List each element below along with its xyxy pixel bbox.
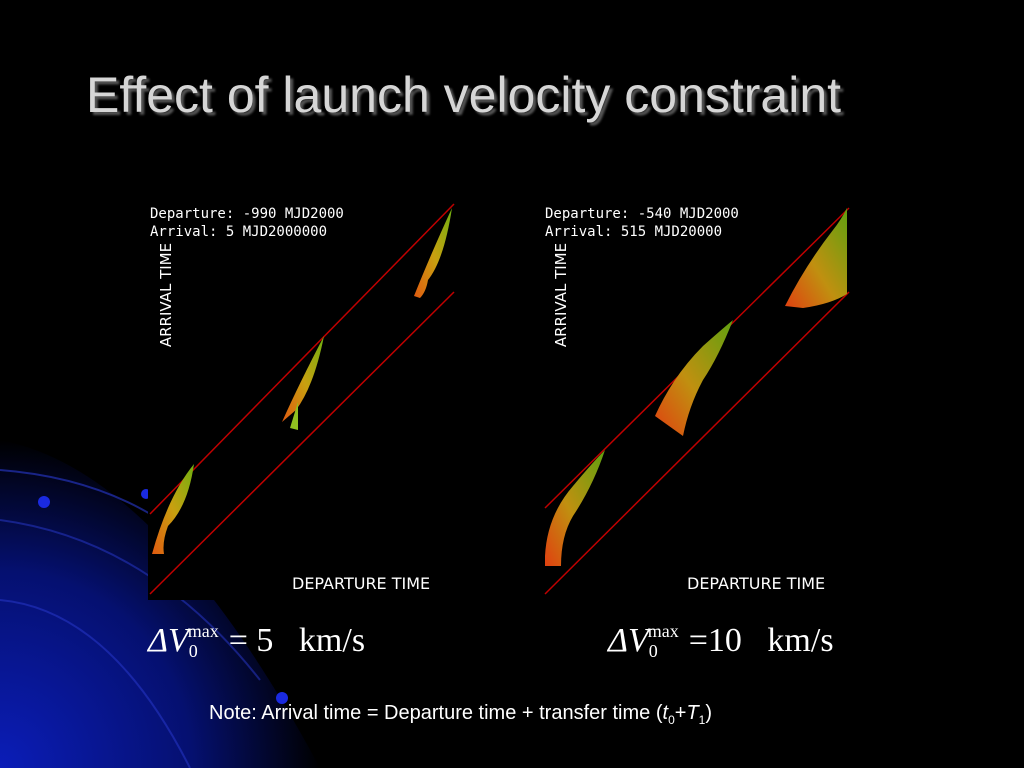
note-T: T xyxy=(686,702,699,724)
lower-bound-line xyxy=(544,291,850,595)
formula-right: ΔV0max =10 km/s xyxy=(608,621,834,662)
plot-graphic-left xyxy=(149,203,455,595)
porkchop-plot-right: Departure: -540 MJD2000 Arrival: 515 MJD… xyxy=(543,196,853,600)
x-axis-label: DEPARTURE TIME xyxy=(687,574,826,593)
arrival-readout: Arrival: 515 MJD20000 xyxy=(545,224,723,240)
y-axis-label: ARRIVAL TIME xyxy=(552,242,570,348)
lower-bound-line xyxy=(149,291,455,595)
cursor-info: Departure: -990 MJD2000 Arrival: 5 MJD20… xyxy=(150,205,344,241)
feasible-region xyxy=(414,208,452,298)
plot-graphic-right xyxy=(544,207,850,595)
subscript: 0 xyxy=(648,641,658,661)
delta-v-symbol: ΔV xyxy=(148,622,189,659)
note-text: Note: Arrival time = Departure time + tr… xyxy=(209,702,663,724)
equals-value: =10 xyxy=(688,622,742,659)
slide-title: Effect of launch velocity constraint xyxy=(86,67,842,123)
feasible-region xyxy=(282,336,324,422)
note-plus: + xyxy=(674,702,687,724)
feasible-region xyxy=(785,208,847,308)
departure-readout: Departure: -540 MJD2000 xyxy=(545,206,739,222)
superscript: max xyxy=(187,621,219,641)
unit: km/s xyxy=(767,622,834,659)
delta-v-symbol: ΔV xyxy=(608,622,649,659)
note-t: t xyxy=(662,702,669,724)
cursor-info: Departure: -540 MJD2000 Arrival: 515 MJD… xyxy=(545,205,739,241)
unit: km/s xyxy=(298,622,366,659)
porkchop-plot-left: Departure: -990 MJD2000 Arrival: 5 MJD20… xyxy=(148,196,458,600)
subscript: 0 xyxy=(188,641,198,661)
formula-left: ΔV0max = 5 km/s xyxy=(148,621,366,662)
departure-readout: Departure: -990 MJD2000 xyxy=(150,206,344,222)
feasible-region xyxy=(655,320,733,436)
note-T-sub: 1 xyxy=(698,713,706,727)
footnote: Note: Arrival time = Departure time + tr… xyxy=(209,702,712,727)
note-t-sub: 0 xyxy=(668,713,675,727)
feasible-region xyxy=(545,450,605,566)
x-axis-label: DEPARTURE TIME xyxy=(292,574,431,593)
note-suffix: ) xyxy=(705,702,713,724)
feasible-region xyxy=(152,464,194,554)
y-axis-label: ARRIVAL TIME xyxy=(157,242,175,348)
equals-value: = 5 xyxy=(228,622,274,659)
superscript: max xyxy=(647,621,679,641)
upper-bound-line xyxy=(149,203,455,515)
arrival-readout: Arrival: 5 MJD2000000 xyxy=(150,224,328,240)
feasible-region xyxy=(290,402,298,430)
